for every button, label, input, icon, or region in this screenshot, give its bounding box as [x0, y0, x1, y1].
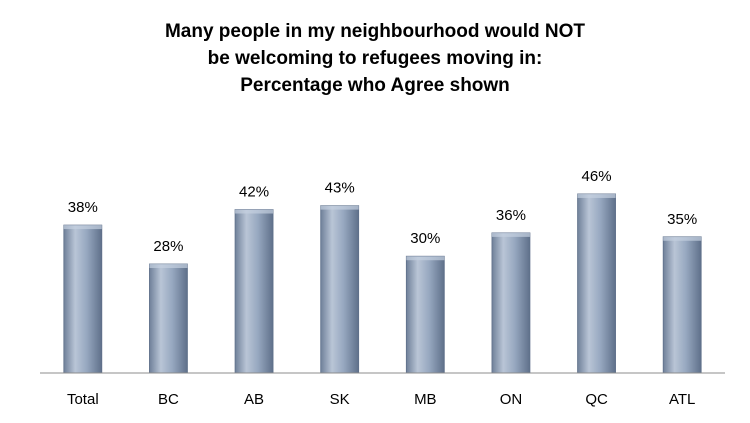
bar-total	[63, 224, 103, 374]
bar-on	[491, 232, 531, 374]
value-label-ab: 42%	[239, 184, 269, 201]
category-label-qc: QC	[585, 391, 608, 408]
bar-cap-ab	[235, 209, 274, 214]
chart-title-line-3: Percentage who Agree shown	[240, 75, 510, 96]
chart-title-line-2: be welcoming to refugees moving in:	[207, 48, 543, 69]
value-label-mb: 30%	[410, 230, 440, 247]
bar-cap-mb	[406, 256, 445, 261]
bar-atl	[662, 236, 702, 374]
category-label-mb: MB	[414, 391, 437, 408]
bar-cap-bc	[149, 264, 188, 269]
value-label-qc: 46%	[582, 168, 612, 185]
chart-title-line-1: Many people in my neighbourhood would NO…	[164, 21, 586, 42]
bar-cap-total	[63, 225, 102, 230]
value-label-sk: 43%	[325, 180, 355, 197]
category-label-on: ON	[500, 391, 523, 408]
bar-cap-qc	[577, 193, 616, 198]
bars-layer	[63, 193, 702, 374]
chart-title: Many people in my neighbourhood would NO…	[0, 18, 750, 99]
category-label-ab: AB	[244, 391, 264, 408]
category-label-sk: SK	[330, 391, 350, 408]
bar-ab	[234, 209, 274, 374]
category-label-atl: ATL	[669, 391, 695, 408]
bar-cap-atl	[663, 236, 702, 241]
bar-cap-sk	[320, 205, 359, 210]
value-label-bc: 28%	[153, 238, 183, 255]
bar-sk	[320, 205, 360, 374]
bar-qc	[577, 193, 616, 374]
bar-bc	[149, 263, 188, 374]
category-label-bc: BC	[158, 391, 179, 408]
value-label-total: 38%	[68, 199, 98, 216]
labels-layer: 38% Total 28% BC 42% AB 43% SK 30% MB 36% ON 46% QC 35…	[67, 168, 697, 408]
value-label-atl: 35%	[667, 211, 697, 228]
value-label-on: 36%	[496, 207, 526, 224]
bar-cap-on	[491, 232, 530, 237]
category-label-total: Total	[67, 391, 99, 408]
bar-mb	[405, 255, 445, 374]
